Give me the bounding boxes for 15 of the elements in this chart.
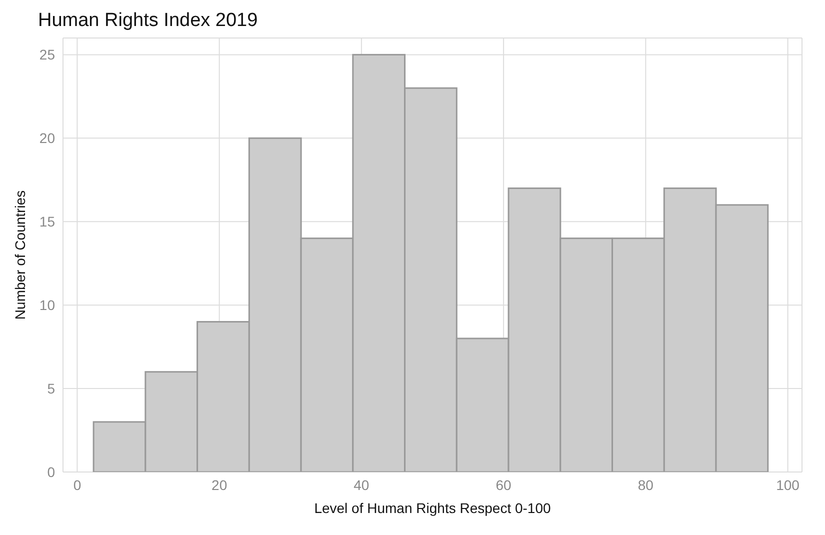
x-tick-label: 40 bbox=[354, 476, 370, 493]
y-tick-label: 10 bbox=[39, 297, 56, 314]
y-tick-label: 20 bbox=[39, 130, 56, 146]
chart-title: Human Rights Index 2019 bbox=[38, 10, 258, 32]
x-tick-label: 80 bbox=[638, 476, 654, 493]
x-tick-label: 0 bbox=[73, 476, 82, 493]
x-tick-label: 100 bbox=[776, 476, 800, 493]
x-tick-label: 20 bbox=[212, 476, 228, 493]
x-axis-title: Level of Human Rights Respect 0-100 bbox=[314, 500, 551, 516]
y-axis-title: Number of Countries bbox=[12, 190, 28, 320]
y-tick-label: 5 bbox=[47, 380, 56, 397]
y-tick-label: 15 bbox=[39, 214, 56, 230]
y-tick-label: 25 bbox=[39, 46, 56, 63]
x-tick-label: 60 bbox=[496, 476, 512, 493]
y-tick-label: 0 bbox=[47, 464, 56, 480]
